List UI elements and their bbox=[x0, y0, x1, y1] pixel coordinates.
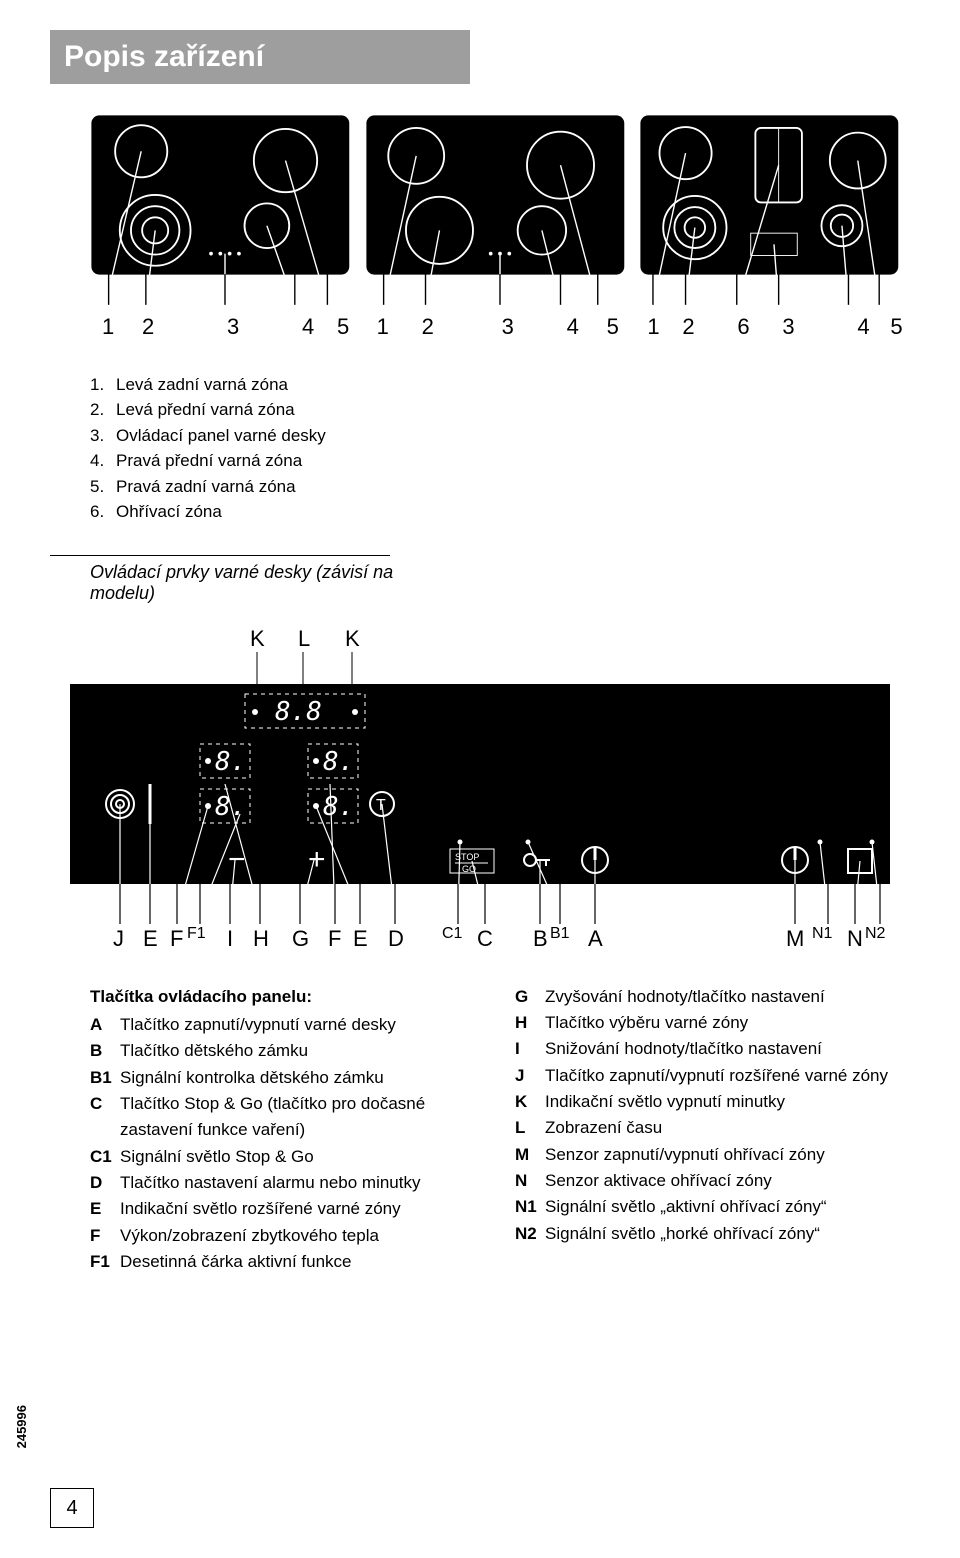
hob-label: 4 bbox=[302, 314, 314, 340]
left-col: Tlačítka ovládacího panelu: ATlačítko za… bbox=[90, 984, 475, 1276]
svg-text:8.: 8. bbox=[323, 747, 354, 777]
legend-item: 4.Pravá přední varná zóna bbox=[90, 448, 910, 474]
hob-label: 3 bbox=[782, 314, 794, 340]
hob-label: 4 bbox=[567, 314, 579, 340]
key-row: ATlačítko zapnutí/vypnutí varné desky bbox=[90, 1012, 475, 1038]
key-row: F1Desetinná čárka aktivní funkce bbox=[90, 1249, 475, 1275]
svg-text:F: F bbox=[170, 926, 183, 951]
svg-text:D: D bbox=[388, 926, 404, 951]
legend-item: 5.Pravá zadní varná zóna bbox=[90, 474, 910, 500]
key-row: H Tlačítko výběru varné zóny bbox=[515, 1010, 900, 1036]
svg-text:8.: 8. bbox=[215, 747, 246, 777]
svg-text:K: K bbox=[345, 626, 360, 651]
hob-label: 3 bbox=[227, 314, 239, 340]
key-row: EIndikační světlo rozšířené varné zóny bbox=[90, 1196, 475, 1222]
svg-text:−: − bbox=[228, 843, 246, 876]
panel-letter: K bbox=[250, 626, 265, 651]
key-row: LZobrazení času bbox=[515, 1115, 900, 1141]
hob-3: 1 2 6 3 4 5 bbox=[639, 114, 900, 314]
svg-text:L: L bbox=[298, 626, 310, 651]
key-row: N1Signální světlo „aktivní ohřívací zóny… bbox=[515, 1194, 900, 1220]
hob-label: 5 bbox=[337, 314, 349, 340]
svg-text:N2: N2 bbox=[865, 925, 886, 942]
hob-1: 1 2 3 4 5 bbox=[90, 114, 351, 314]
key-row: N2Signální světlo „horké ohřívací zóny“ bbox=[515, 1221, 900, 1247]
key-columns: Tlačítka ovládacího panelu: ATlačítko za… bbox=[90, 984, 900, 1276]
key-row: JTlačítko zapnutí/vypnutí rozšířené varn… bbox=[515, 1063, 900, 1089]
hob-label: 6 bbox=[737, 314, 749, 340]
svg-text:N: N bbox=[847, 926, 863, 951]
zone-legend: 1.Levá zadní varná zóna2.Levá přední var… bbox=[90, 372, 910, 525]
key-row: FVýkon/zobrazení zbytkového tepla bbox=[90, 1223, 475, 1249]
svg-text:B1: B1 bbox=[550, 925, 570, 942]
hob-label: 1 bbox=[102, 314, 114, 340]
key-row: GZvyšování hodnoty/tlačítko nastavení bbox=[515, 984, 900, 1010]
hob-2: 1 2 3 4 5 bbox=[365, 114, 626, 314]
hobs-row: 1 2 3 4 5 bbox=[90, 114, 900, 314]
svg-text:T: T bbox=[376, 797, 386, 814]
svg-text:A: A bbox=[588, 926, 603, 951]
key-row: K Indikační světlo vypnutí minutky bbox=[515, 1089, 900, 1115]
svg-text:8.: 8. bbox=[323, 792, 354, 822]
key-row: NSenzor aktivace ohřívací zóny bbox=[515, 1168, 900, 1194]
key-row: MSenzor zapnutí/vypnutí ohřívací zóny bbox=[515, 1142, 900, 1168]
svg-text:I: I bbox=[227, 926, 233, 951]
key-row: DTlačítko nastavení alarmu nebo minutky bbox=[90, 1170, 475, 1196]
side-code: 245996 bbox=[14, 1405, 29, 1448]
svg-text:M: M bbox=[786, 926, 804, 951]
svg-text:G: G bbox=[292, 926, 309, 951]
hob-label: 2 bbox=[142, 314, 154, 340]
key-row: BTlačítko dětského zámku bbox=[90, 1038, 475, 1064]
hob-label: 5 bbox=[607, 314, 619, 340]
hob-label: 1 bbox=[377, 314, 389, 340]
page-title: Popis zařízení bbox=[50, 30, 470, 84]
svg-text:C1: C1 bbox=[442, 925, 463, 942]
legend-item: 3.Ovládací panel varné desky bbox=[90, 423, 910, 449]
control-panel-diagram: K L K 8.8 8. 8. 8. bbox=[50, 624, 910, 954]
svg-text:F1: F1 bbox=[187, 925, 206, 942]
svg-text:8.8: 8.8 bbox=[275, 697, 322, 727]
hob-label: 2 bbox=[682, 314, 694, 340]
svg-text:F: F bbox=[328, 926, 341, 951]
key-row: zastavení funkce vaření) bbox=[90, 1117, 475, 1143]
legend-item: 6.Ohřívací zóna bbox=[90, 499, 910, 525]
right-col: GZvyšování hodnoty/tlačítko nastaveníH T… bbox=[515, 984, 900, 1276]
svg-text:B: B bbox=[533, 926, 548, 951]
hob-label: 1 bbox=[647, 314, 659, 340]
svg-text:STOP: STOP bbox=[455, 852, 479, 862]
svg-text:H: H bbox=[253, 926, 269, 951]
key-row: ISnižování hodnoty/tlačítko nastavení bbox=[515, 1036, 900, 1062]
key-row: B1Signální kontrolka dětského zámku bbox=[90, 1065, 475, 1091]
legend-item: 2.Levá přední varná zóna bbox=[90, 397, 910, 423]
legend-item: 1.Levá zadní varná zóna bbox=[90, 372, 910, 398]
hob-label: 2 bbox=[422, 314, 434, 340]
hob-label: 5 bbox=[890, 314, 902, 340]
svg-text:E: E bbox=[143, 926, 158, 951]
key-row: C1Signální světlo Stop & Go bbox=[90, 1144, 475, 1170]
key-row: CTlačítko Stop & Go (tlačítko pro dočasn… bbox=[90, 1091, 475, 1117]
hob-label: 3 bbox=[502, 314, 514, 340]
svg-text:E: E bbox=[353, 926, 368, 951]
hob-label: 4 bbox=[857, 314, 869, 340]
svg-text:C: C bbox=[477, 926, 493, 951]
svg-text:J: J bbox=[113, 926, 124, 951]
page-number: 4 bbox=[50, 1488, 94, 1528]
panel-heading: Tlačítka ovládacího panelu: bbox=[90, 984, 475, 1010]
svg-text:N1: N1 bbox=[812, 925, 833, 942]
subtitle: Ovládací prvky varné desky (závisí na mo… bbox=[90, 562, 430, 604]
